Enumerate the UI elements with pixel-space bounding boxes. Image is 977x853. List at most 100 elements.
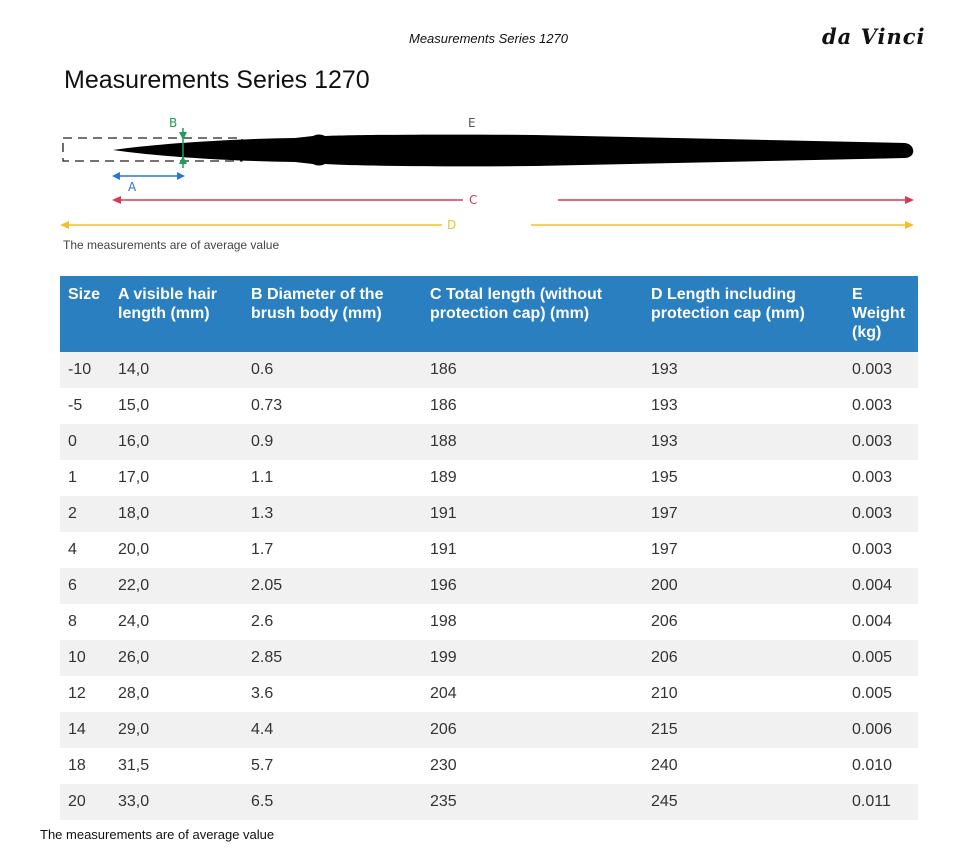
table-header-row: Size A visible hair length (mm) B Diamet… xyxy=(60,276,918,352)
cell-visible-hair-length: 33,0 xyxy=(110,784,243,820)
cell-size: 6 xyxy=(60,568,110,604)
dimension-b-label: B xyxy=(169,116,177,130)
cell-length-with-cap: 210 xyxy=(643,676,844,712)
cell-weight: 0.010 xyxy=(844,748,918,784)
dimension-d-label: D xyxy=(447,218,456,232)
cell-total-length: 199 xyxy=(422,640,643,676)
header-visible-hair-length: A visible hair length (mm) xyxy=(110,276,243,352)
cell-total-length: 235 xyxy=(422,784,643,820)
table-row: 10 26,0 2.85 199 206 0.005 xyxy=(60,640,918,676)
cell-total-length: 191 xyxy=(422,496,643,532)
cell-total-length: 206 xyxy=(422,712,643,748)
cell-total-length: 189 xyxy=(422,460,643,496)
cell-visible-hair-length: 14,0 xyxy=(110,352,243,388)
cell-brush-diameter: 2.05 xyxy=(243,568,422,604)
cell-visible-hair-length: 15,0 xyxy=(110,388,243,424)
cell-visible-hair-length: 17,0 xyxy=(110,460,243,496)
cell-brush-diameter: 5.7 xyxy=(243,748,422,784)
cell-brush-diameter: 1.3 xyxy=(243,496,422,532)
cell-weight: 0.003 xyxy=(844,424,918,460)
dimension-c-label: C xyxy=(469,193,477,207)
header-weight: E Weight (kg) xyxy=(844,276,918,352)
table-row: 20 33,0 6.5 235 245 0.011 xyxy=(60,784,918,820)
cell-size: 4 xyxy=(60,532,110,568)
dimension-c-arrow-right xyxy=(905,196,914,204)
table-row: 12 28,0 3.6 204 210 0.005 xyxy=(60,676,918,712)
cell-size: 20 xyxy=(60,784,110,820)
measurements-table: Size A visible hair length (mm) B Diamet… xyxy=(60,276,918,820)
cell-total-length: 186 xyxy=(422,352,643,388)
cell-visible-hair-length: 26,0 xyxy=(110,640,243,676)
running-header-title: Measurements Series 1270 xyxy=(409,31,568,46)
header-brush-diameter: B Diameter of the brush body (mm) xyxy=(243,276,422,352)
table-body: -10 14,0 0.6 186 193 0.003 -5 15,0 0.73 186 193 0.0… xyxy=(60,352,918,820)
cell-weight: 0.011 xyxy=(844,784,918,820)
brand-logo: da Vinci xyxy=(822,24,926,49)
table-row: 6 22,0 2.05 196 200 0.004 xyxy=(60,568,918,604)
cell-total-length: 191 xyxy=(422,532,643,568)
cell-size: 0 xyxy=(60,424,110,460)
measurements-table-container: Size A visible hair length (mm) B Diamet… xyxy=(60,276,918,820)
table-row: -5 15,0 0.73 186 193 0.003 xyxy=(60,388,918,424)
cell-brush-diameter: 0.6 xyxy=(243,352,422,388)
dimension-c-arrow-left xyxy=(112,196,121,204)
table-row: 0 16,0 0.9 188 193 0.003 xyxy=(60,424,918,460)
cell-brush-diameter: 1.1 xyxy=(243,460,422,496)
cell-length-with-cap: 245 xyxy=(643,784,844,820)
cell-size: 1 xyxy=(60,460,110,496)
cell-brush-diameter: 2.85 xyxy=(243,640,422,676)
cell-visible-hair-length: 31,5 xyxy=(110,748,243,784)
cell-visible-hair-length: 28,0 xyxy=(110,676,243,712)
cell-brush-diameter: 4.4 xyxy=(243,712,422,748)
cell-visible-hair-length: 20,0 xyxy=(110,532,243,568)
table-row: 2 18,0 1.3 191 197 0.003 xyxy=(60,496,918,532)
cell-size: -10 xyxy=(60,352,110,388)
cell-brush-diameter: 0.9 xyxy=(243,424,422,460)
protection-cap-outline xyxy=(62,137,243,162)
cell-total-length: 230 xyxy=(422,748,643,784)
cell-weight: 0.003 xyxy=(844,388,918,424)
table-row: -10 14,0 0.6 186 193 0.003 xyxy=(60,352,918,388)
dimension-d-arrow-left xyxy=(60,221,69,229)
dimension-b-arrow-top xyxy=(179,132,187,140)
cell-size: -5 xyxy=(60,388,110,424)
dimension-a-arrow-left xyxy=(112,172,120,180)
cell-length-with-cap: 193 xyxy=(643,388,844,424)
cell-brush-diameter: 0.73 xyxy=(243,388,422,424)
table-row: 1 17,0 1.1 189 195 0.003 xyxy=(60,460,918,496)
diagram-note: The measurements are of average value xyxy=(63,238,280,252)
cell-size: 18 xyxy=(60,748,110,784)
cell-weight: 0.003 xyxy=(844,532,918,568)
cell-length-with-cap: 240 xyxy=(643,748,844,784)
cell-total-length: 188 xyxy=(422,424,643,460)
cell-length-with-cap: 193 xyxy=(643,424,844,460)
table-row: 4 20,0 1.7 191 197 0.003 xyxy=(60,532,918,568)
cell-weight: 0.005 xyxy=(844,640,918,676)
cell-weight: 0.006 xyxy=(844,712,918,748)
cell-brush-diameter: 3.6 xyxy=(243,676,422,712)
cell-weight: 0.005 xyxy=(844,676,918,712)
cell-size: 10 xyxy=(60,640,110,676)
cell-visible-hair-length: 24,0 xyxy=(110,604,243,640)
brush-measurement-diagram: B A E C D xyxy=(60,116,914,232)
cell-visible-hair-length: 16,0 xyxy=(110,424,243,460)
cell-brush-diameter: 1.7 xyxy=(243,532,422,568)
cell-size: 2 xyxy=(60,496,110,532)
cell-length-with-cap: 193 xyxy=(643,352,844,388)
header-total-length: C Total length (without protection cap) … xyxy=(422,276,643,352)
dimension-a-label: A xyxy=(128,180,137,194)
page-title: Measurements Series 1270 xyxy=(64,66,370,94)
table-row: 18 31,5 5.7 230 240 0.010 xyxy=(60,748,918,784)
cell-length-with-cap: 200 xyxy=(643,568,844,604)
dimension-d-arrow-right xyxy=(905,221,914,229)
cell-weight: 0.004 xyxy=(844,604,918,640)
cell-length-with-cap: 215 xyxy=(643,712,844,748)
cell-size: 12 xyxy=(60,676,110,712)
cell-size: 14 xyxy=(60,712,110,748)
cell-visible-hair-length: 29,0 xyxy=(110,712,243,748)
cell-visible-hair-length: 22,0 xyxy=(110,568,243,604)
table-row: 8 24,0 2.6 198 206 0.004 xyxy=(60,604,918,640)
cell-weight: 0.003 xyxy=(844,352,918,388)
cell-total-length: 196 xyxy=(422,568,643,604)
brush-silhouette xyxy=(113,134,914,167)
